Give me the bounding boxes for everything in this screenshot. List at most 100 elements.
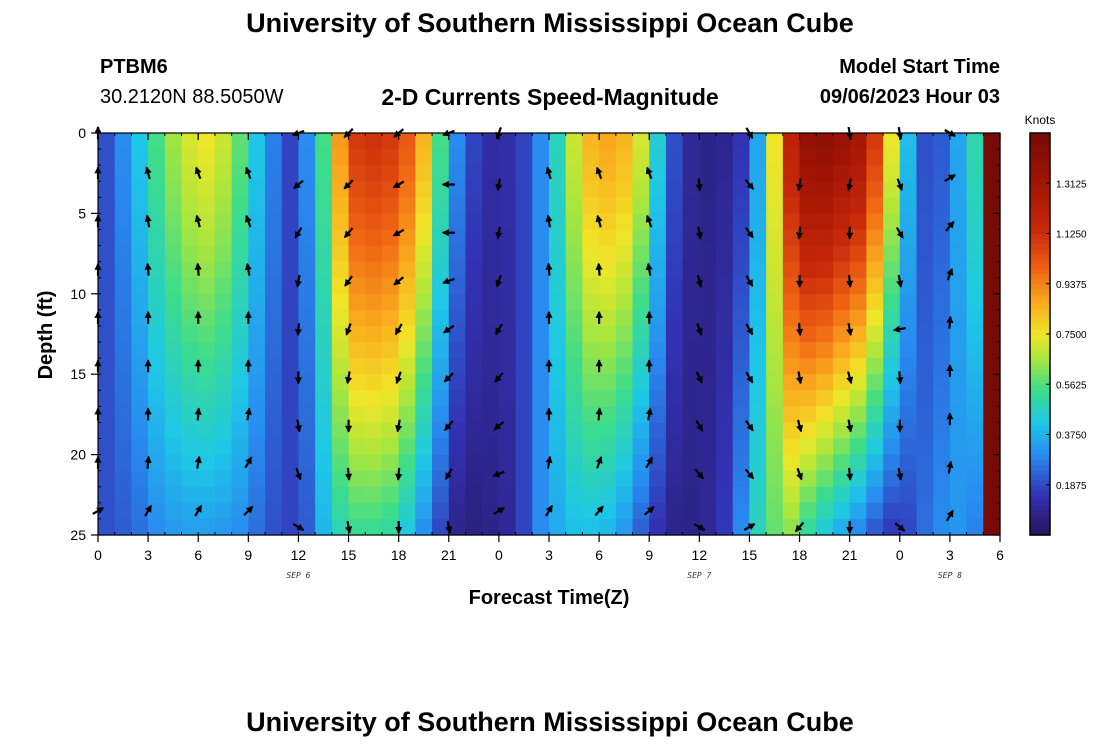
heat-cell	[799, 293, 817, 311]
heat-cell	[799, 502, 817, 520]
heat-cell	[164, 261, 183, 279]
heat-cell	[415, 406, 433, 424]
heat-cell	[766, 374, 784, 391]
heat-cell	[799, 245, 817, 263]
heat-cell	[832, 325, 851, 343]
heat-cell	[331, 358, 350, 375]
heat-cell	[465, 454, 483, 472]
heat-cell	[866, 518, 884, 536]
heat-cell	[148, 261, 166, 279]
heat-cell	[816, 293, 834, 311]
heat-cell	[181, 293, 199, 311]
heat-cell	[131, 518, 149, 536]
current-vector	[796, 467, 803, 481]
heat-cell	[582, 486, 600, 504]
heat-cell	[665, 165, 684, 182]
heat-cell	[365, 390, 383, 407]
heat-cell	[298, 422, 316, 440]
heat-cell	[148, 165, 166, 182]
heat-cell	[866, 197, 884, 214]
colorbar-swatch	[1030, 449, 1050, 456]
heat-cell	[315, 390, 333, 407]
heat-cell	[782, 213, 801, 231]
heat-cell	[281, 390, 300, 407]
heat-cell	[448, 197, 467, 214]
heat-cell	[214, 342, 233, 359]
heat-cell	[682, 277, 700, 295]
x-tick-label: 9	[645, 547, 653, 563]
heat-cell	[465, 245, 483, 263]
heat-cell	[699, 261, 717, 279]
heat-cell	[515, 374, 533, 391]
heat-cell	[114, 229, 132, 247]
heat-cell	[164, 374, 183, 391]
heat-cell	[114, 213, 132, 231]
heat-cell	[983, 342, 1001, 359]
heat-cell	[699, 213, 717, 231]
heat-cell	[849, 486, 867, 504]
heat-cell	[615, 133, 634, 150]
heat-cell	[331, 454, 350, 472]
heat-cell	[816, 454, 834, 472]
heat-cell	[749, 390, 767, 407]
current-vector	[344, 275, 353, 287]
heat-cell	[381, 422, 400, 440]
heat-cell	[682, 149, 700, 166]
heat-cell	[114, 390, 132, 407]
heat-cell	[599, 390, 617, 407]
heat-cell	[899, 454, 918, 472]
current-vector	[695, 274, 703, 288]
heat-cell	[214, 325, 233, 343]
heat-cell	[164, 213, 183, 231]
heat-cell	[482, 502, 500, 520]
heat-cell	[465, 149, 483, 166]
heat-cell	[916, 406, 934, 424]
heat-cell	[315, 518, 333, 536]
colorbar-swatch	[1030, 444, 1050, 451]
heat-cell	[498, 470, 517, 488]
heat-cell	[114, 181, 132, 198]
heat-cell	[231, 181, 249, 198]
heat-cell	[549, 245, 567, 263]
heat-cell	[699, 454, 717, 472]
heat-cell	[866, 374, 884, 391]
heat-cell	[198, 486, 216, 504]
heat-cell	[198, 438, 216, 456]
heat-cell	[916, 486, 934, 504]
heat-cell	[799, 149, 817, 166]
current-vector	[595, 359, 603, 373]
current-vector	[394, 323, 403, 336]
heat-cell	[716, 470, 734, 488]
heat-cell	[131, 309, 149, 327]
heat-cell	[148, 454, 166, 472]
heat-cell	[933, 422, 951, 440]
heat-cell	[498, 454, 517, 472]
heat-cell	[749, 133, 767, 150]
heat-cell	[432, 149, 450, 166]
heat-cell	[248, 390, 266, 407]
heat-cell	[899, 197, 918, 214]
heat-cell	[782, 165, 801, 182]
heat-cell	[164, 149, 183, 166]
heat-cell	[816, 518, 834, 536]
heat-cell	[248, 325, 266, 343]
heat-cell	[949, 245, 968, 263]
heat-cell	[98, 133, 116, 150]
heat-cell	[849, 342, 867, 359]
heat-cell	[799, 390, 817, 407]
heat-cell	[849, 438, 867, 456]
heat-cell	[782, 374, 801, 391]
heat-cell	[682, 374, 700, 391]
heat-cell	[498, 390, 517, 407]
heat-cell	[365, 406, 383, 424]
current-vector	[144, 504, 153, 517]
heat-cell	[398, 518, 416, 536]
heat-cell	[632, 518, 650, 536]
heat-cell	[164, 277, 183, 295]
heat-cell	[899, 390, 918, 407]
day-label: SEP 6	[286, 571, 310, 580]
heat-cell	[732, 213, 751, 231]
heat-cell	[532, 229, 550, 247]
heat-cell	[732, 374, 751, 391]
heat-cell	[883, 374, 901, 391]
